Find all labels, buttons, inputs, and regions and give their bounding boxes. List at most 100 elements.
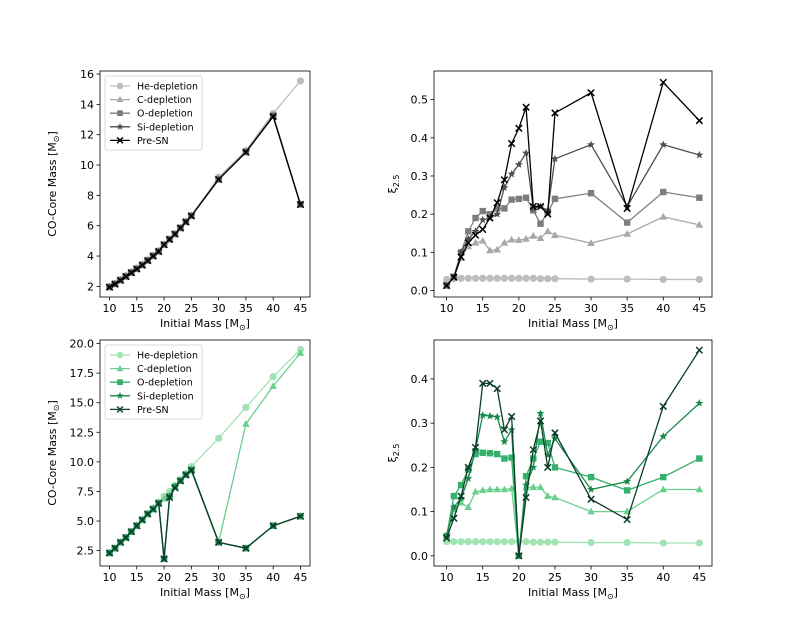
data-point [515,236,523,243]
data-point [471,227,480,235]
x-tick-label: 40 [656,302,670,315]
data-point [296,200,305,209]
data-point [457,538,465,546]
data-point [493,205,501,212]
data-point [171,230,179,238]
data-point [659,432,668,440]
x-tick-label: 35 [620,302,634,315]
y-tick-label: 12.5 [70,426,95,439]
data-point [493,384,501,393]
data-point [449,502,458,511]
data-point [543,492,552,499]
data-point [522,480,531,489]
data-point [530,455,537,462]
axes-frame [99,339,311,567]
data-point [659,485,668,493]
y-tick-label: 7.5 [77,485,95,498]
data-point [214,538,223,547]
data-point [529,204,538,212]
x-tick-label: 20 [157,571,171,584]
data-point [623,219,631,226]
data-point [500,274,509,282]
data-point [464,503,473,510]
x-tick-label: 35 [620,571,634,584]
y-axis-label: ξ2.5 [386,444,401,463]
data-point [442,531,451,540]
data-point [486,450,494,457]
data-point [486,274,494,282]
data-point [543,227,552,235]
series-line [109,469,301,559]
legend: He-depletion C-depletion O-depletion Si-dep… [104,344,203,420]
y-tick-label: 16 [80,68,94,81]
data-point [501,455,508,462]
data-point [522,194,530,201]
data-point [529,202,538,211]
data-point [471,274,480,282]
data-point [138,516,147,524]
data-point [551,231,559,238]
data-point [296,512,305,521]
data-point [160,555,168,563]
data-point [486,214,494,222]
data-point [587,485,596,493]
data-point [544,275,552,283]
data-point [133,522,141,530]
data-point [529,463,538,471]
x-tick-label: 45 [293,302,307,315]
data-point [269,522,277,530]
data-point [530,207,537,214]
data-point [536,409,545,417]
data-point [551,275,559,283]
series-line [446,486,700,556]
data-point [659,140,668,149]
legend: He-depletion C-depletion O-depletion Si-dep… [104,75,203,151]
data-point [587,495,595,503]
data-point [471,443,480,452]
data-point [500,176,509,184]
data-point [457,274,465,282]
data-point [515,552,523,560]
data-point [479,207,486,215]
data-point [501,205,508,212]
y-tick-label: 8 [87,189,94,202]
axes-frame [433,339,713,567]
data-point [486,485,494,493]
data-point [508,274,516,282]
x-tick-label: 10 [440,571,454,584]
data-point [695,485,704,493]
data-point [486,538,494,546]
data-point [508,454,515,461]
x-tick-label: 15 [130,302,144,315]
data-point [696,455,703,462]
data-point [623,204,631,213]
data-point [296,349,305,356]
y-axis-label: CO-Core Mass [M⊙] [46,131,61,237]
x-tick-label: 40 [266,302,280,315]
data-point [695,220,704,228]
data-point [176,477,185,485]
data-point [242,544,250,552]
y-tick-label: 0.1 [411,246,429,259]
y-tick-label: 14 [80,98,94,111]
x-tick-label: 45 [293,571,307,584]
data-point [160,240,168,249]
y-tick-label: 0.4 [411,373,429,386]
data-point [215,434,223,442]
x-tick-label: 10 [103,302,117,315]
data-point [508,538,516,546]
data-point [536,483,545,491]
legend-label: Pre-SN [137,405,169,416]
data-point [171,484,179,492]
data-point [695,150,704,159]
data-point [543,450,552,459]
data-point [522,148,531,157]
legend-label: Pre-SN [137,136,169,147]
x-tick-label: 15 [130,571,144,584]
data-point [214,175,223,184]
y-tick-label: 4 [87,250,94,263]
data-point [515,124,523,132]
y-tick-label: 2 [87,280,94,293]
y-tick-label: 10.0 [70,456,95,469]
